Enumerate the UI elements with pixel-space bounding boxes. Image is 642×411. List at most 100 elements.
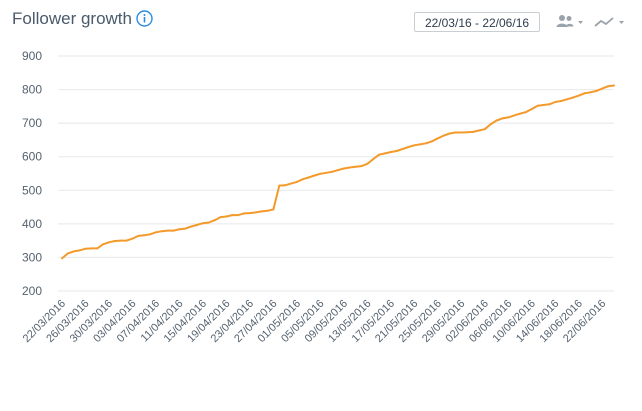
y-axis: 200 300 400 500 600 700 800 900 xyxy=(22,49,42,298)
data-point xyxy=(395,150,398,152)
data-point xyxy=(413,144,416,147)
data-point xyxy=(184,227,187,230)
y-tick-label: 900 xyxy=(22,49,42,63)
data-point xyxy=(219,216,222,219)
data-point xyxy=(201,222,204,225)
data-point xyxy=(143,234,146,237)
data-point xyxy=(260,210,263,213)
data-point xyxy=(524,111,527,114)
data-point xyxy=(483,128,486,131)
data-point xyxy=(495,119,498,122)
chart-title: Follower growth xyxy=(12,9,132,28)
data-point xyxy=(407,146,410,148)
data-point xyxy=(348,166,351,169)
data-point xyxy=(190,225,193,228)
data-point xyxy=(290,182,292,185)
chevron-down-icon xyxy=(578,21,583,24)
data-point xyxy=(78,249,81,252)
data-point xyxy=(542,104,545,106)
data-point xyxy=(401,148,404,150)
data-point xyxy=(172,229,175,232)
data-point xyxy=(613,84,615,87)
data-point xyxy=(207,221,210,224)
data-point xyxy=(213,219,216,222)
data-point xyxy=(530,108,533,110)
data-point xyxy=(96,247,99,250)
data-point xyxy=(519,112,521,115)
data-point xyxy=(84,247,87,250)
data-point xyxy=(278,184,281,187)
data-point xyxy=(501,117,504,120)
y-tick-label: 400 xyxy=(22,217,42,231)
data-point xyxy=(454,131,457,134)
info-icon[interactable] xyxy=(136,10,153,27)
data-point xyxy=(489,123,492,126)
data-point xyxy=(108,241,110,244)
data-point xyxy=(237,214,240,217)
follower-growth-chart: 200 300 400 500 600 700 800 900 22/03/2016 26/03… xyxy=(0,44,642,411)
data-point xyxy=(295,180,298,183)
data-point xyxy=(266,209,269,212)
data-point xyxy=(155,231,157,234)
data-point xyxy=(566,98,568,101)
x-axis: 22/03/201626/03/201630/03/201603/04/2016… xyxy=(21,298,609,345)
date-range-picker[interactable]: 22/03/16 - 22/06/16 xyxy=(414,12,540,32)
data-point xyxy=(307,176,310,179)
data-point xyxy=(337,169,339,172)
data-point xyxy=(425,142,428,145)
data-point xyxy=(536,104,539,107)
data-point xyxy=(378,153,381,156)
data-point xyxy=(102,243,105,246)
data-point xyxy=(272,208,275,211)
chart-type-selector[interactable] xyxy=(594,13,628,31)
series-line xyxy=(61,84,615,260)
data-point xyxy=(419,143,422,146)
line-chart-icon xyxy=(594,17,614,27)
y-tick-label: 600 xyxy=(22,150,42,164)
chevron-down-icon xyxy=(619,21,624,24)
data-point xyxy=(149,233,152,236)
data-point xyxy=(178,228,181,231)
data-point xyxy=(342,167,345,170)
data-point xyxy=(160,230,163,233)
data-point xyxy=(196,223,199,226)
data-point xyxy=(431,140,433,143)
data-point xyxy=(466,131,469,134)
data-point xyxy=(166,229,169,232)
data-point xyxy=(384,152,386,155)
data-point xyxy=(554,101,557,103)
data-point xyxy=(372,158,375,161)
data-point xyxy=(460,131,463,134)
data-point xyxy=(548,103,551,106)
data-point xyxy=(284,184,287,187)
data-point xyxy=(66,252,69,255)
data-point xyxy=(113,240,116,242)
data-point xyxy=(72,250,75,253)
people-icon xyxy=(556,15,574,27)
data-point xyxy=(225,215,228,218)
data-point xyxy=(354,165,357,168)
data-point xyxy=(477,129,480,132)
data-point xyxy=(331,170,334,173)
audience-selector[interactable] xyxy=(556,13,586,31)
y-tick-label: 800 xyxy=(22,83,42,97)
data-point xyxy=(583,92,586,95)
data-point xyxy=(231,214,234,217)
data-point xyxy=(243,212,245,215)
data-point xyxy=(90,247,93,250)
data-point xyxy=(248,212,251,215)
data-point xyxy=(389,151,392,153)
data-point xyxy=(448,132,451,135)
data-point xyxy=(472,130,475,133)
data-point xyxy=(131,237,134,240)
y-tick-label: 500 xyxy=(22,183,42,197)
data-point xyxy=(589,91,592,94)
data-point xyxy=(442,134,445,137)
data-point xyxy=(601,87,604,90)
data-point xyxy=(595,89,598,92)
data-point xyxy=(507,116,510,119)
data-point xyxy=(325,171,328,174)
data-point xyxy=(61,257,63,260)
y-tick-label: 200 xyxy=(22,284,42,298)
data-point xyxy=(560,100,563,102)
